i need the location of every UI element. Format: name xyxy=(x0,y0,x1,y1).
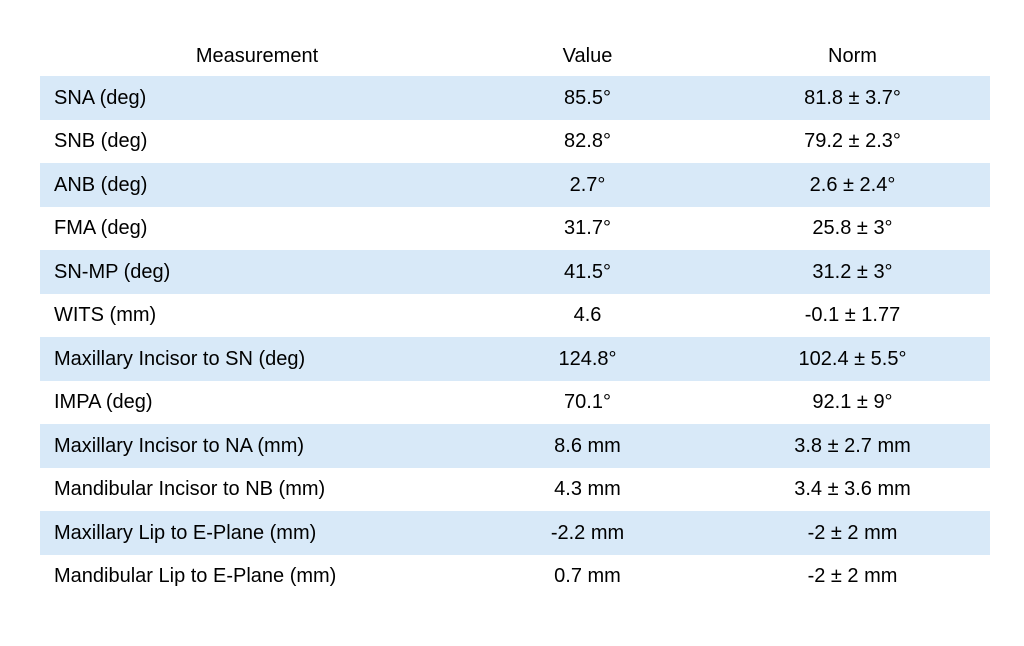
measurement-cell: Mandibular Incisor to NB (mm) xyxy=(54,479,326,500)
norm-cell: 31.2 ± 3° xyxy=(812,261,893,282)
table-row: FMA (deg) 31.7° 25.8 ± 3° xyxy=(40,207,990,251)
value-cell: 0.7 mm xyxy=(554,566,621,587)
value-cell: 41.5° xyxy=(564,261,611,282)
table-row: IMPA (deg) 70.1° 92.1 ± 9° xyxy=(40,381,990,425)
measurement-cell: Maxillary Incisor to NA (mm) xyxy=(54,435,305,456)
measurements-table: Measurement Value Norm SNA (deg) 85.5° 8… xyxy=(40,35,990,598)
norm-cell: -0.1 ± 1.77 xyxy=(804,305,901,326)
table-row: ANB (deg) 2.7° 2.6 ± 2.4° xyxy=(40,163,990,207)
table-header-row: Measurement Value Norm xyxy=(40,35,990,76)
norm-cell: -2 ± 2 mm xyxy=(807,566,898,587)
table-row: Mandibular Incisor to NB (mm) 4.3 mm 3.4… xyxy=(40,468,990,512)
measurement-cell: Mandibular Lip to E-Plane (mm) xyxy=(54,566,337,587)
table-row: Mandibular Lip to E-Plane (mm) 0.7 mm -2… xyxy=(40,555,990,599)
value-cell: 4.3 mm xyxy=(554,479,621,500)
norm-cell: 2.6 ± 2.4° xyxy=(809,174,896,195)
table-body: SNA (deg) 85.5° 81.8 ± 3.7° SNB (deg) 82… xyxy=(40,76,990,598)
norm-cell: 79.2 ± 2.3° xyxy=(804,131,901,152)
measurement-cell: SNA (deg) xyxy=(54,87,147,108)
measurement-cell: IMPA (deg) xyxy=(54,392,153,413)
measurement-cell: Maxillary Incisor to SN (deg) xyxy=(54,348,306,369)
norm-cell: 3.8 ± 2.7 mm xyxy=(794,435,911,456)
measurement-cell: FMA (deg) xyxy=(54,218,148,239)
table-row: Maxillary Incisor to SN (deg) 124.8° 102… xyxy=(40,337,990,381)
value-cell: 82.8° xyxy=(564,131,611,152)
value-cell: 4.6 xyxy=(573,305,602,326)
value-cell: 70.1° xyxy=(564,392,611,413)
value-cell: 2.7° xyxy=(569,174,606,195)
measurement-cell: Maxillary Lip to E-Plane (mm) xyxy=(54,522,317,543)
value-cell: 31.7° xyxy=(564,218,611,239)
table-row: Maxillary Incisor to NA (mm) 8.6 mm 3.8 … xyxy=(40,424,990,468)
measurement-cell: SNB (deg) xyxy=(54,131,148,152)
value-cell: 85.5° xyxy=(564,87,611,108)
table-row: SNA (deg) 85.5° 81.8 ± 3.7° xyxy=(40,76,990,120)
value-cell: 124.8° xyxy=(558,348,617,369)
value-cell: -2.2 mm xyxy=(550,522,625,543)
norm-cell: 102.4 ± 5.5° xyxy=(798,348,907,369)
column-header-measurement: Measurement xyxy=(195,45,319,66)
table-row: SN-MP (deg) 41.5° 31.2 ± 3° xyxy=(40,250,990,294)
table-row: SNB (deg) 82.8° 79.2 ± 2.3° xyxy=(40,120,990,164)
value-cell: 8.6 mm xyxy=(554,435,621,456)
table-row: Maxillary Lip to E-Plane (mm) -2.2 mm -2… xyxy=(40,511,990,555)
norm-cell: -2 ± 2 mm xyxy=(807,522,898,543)
norm-cell: 3.4 ± 3.6 mm xyxy=(794,479,911,500)
measurement-cell: WITS (mm) xyxy=(54,305,157,326)
measurement-cell: ANB (deg) xyxy=(54,174,148,195)
norm-cell: 92.1 ± 9° xyxy=(812,392,893,413)
column-header-value: Value xyxy=(562,45,613,66)
measurement-cell: SN-MP (deg) xyxy=(54,261,171,282)
table-row: WITS (mm) 4.6 -0.1 ± 1.77 xyxy=(40,294,990,338)
norm-cell: 25.8 ± 3° xyxy=(812,218,893,239)
norm-cell: 81.8 ± 3.7° xyxy=(804,87,901,108)
column-header-norm: Norm xyxy=(828,45,877,66)
